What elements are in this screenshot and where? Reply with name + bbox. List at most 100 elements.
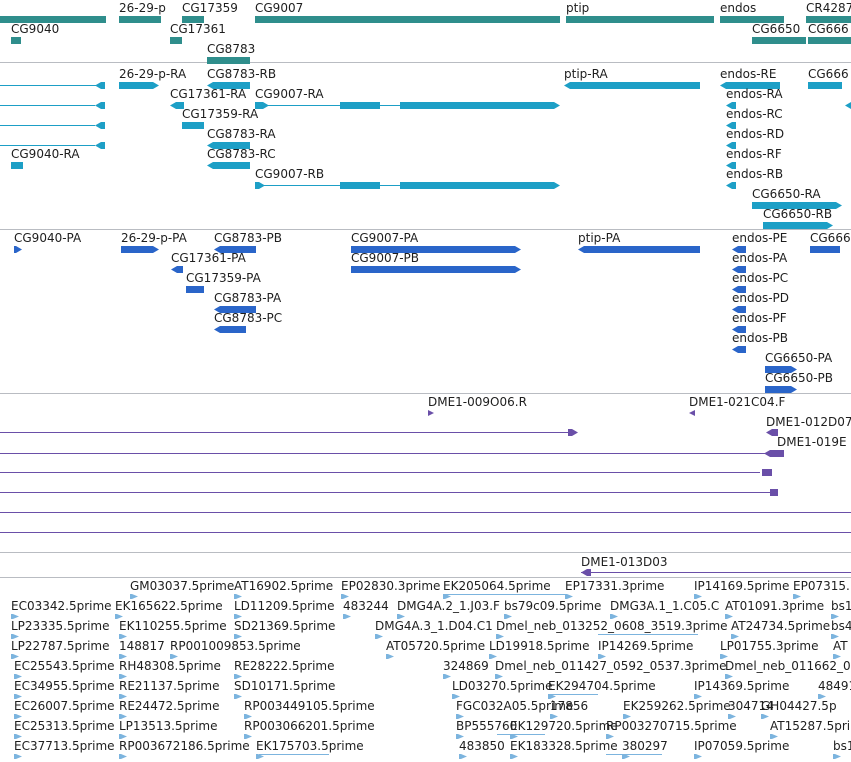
gene-feature-bar[interactable] [566, 16, 714, 23]
protein-feature-arrow[interactable] [578, 246, 700, 253]
est-label[interactable]: AT16902.5prime [234, 579, 334, 593]
transcript-feature-bar[interactable] [808, 82, 842, 89]
est-feature-arrow[interactable] [548, 694, 556, 699]
protein-label[interactable]: CG8783-PA [214, 291, 282, 305]
protein-feature-arrow[interactable] [732, 346, 746, 353]
est-label[interactable]: EP07315. [793, 579, 850, 593]
cdna-feature-arrow[interactable] [766, 429, 778, 436]
gene-feature-bar[interactable] [182, 16, 204, 23]
est-feature-arrow[interactable] [119, 674, 127, 679]
est-feature-arrow[interactable] [115, 614, 123, 619]
protein-feature-arrow[interactable] [732, 246, 746, 253]
est-label[interactable]: bs1 [833, 739, 851, 753]
est-label[interactable]: LP22787.5prime [11, 639, 110, 653]
est-label[interactable]: GM03037.5prime [130, 579, 235, 593]
protein-feature-arrow[interactable] [732, 286, 746, 293]
est-feature-arrow[interactable] [622, 754, 630, 759]
est-label[interactable]: IP07059.5prime [694, 739, 790, 753]
transcript-feature-arrow[interactable] [95, 122, 105, 129]
est-label[interactable]: bs4 [831, 619, 851, 633]
transcript-feature-arrow[interactable] [95, 102, 105, 109]
cdna-feature-arrow[interactable] [568, 429, 578, 436]
gene-label[interactable]: ptip [566, 1, 590, 15]
transcript-feature-arrow[interactable] [763, 222, 833, 229]
est-feature-arrow[interactable] [504, 614, 512, 619]
cdna-feature-arrow[interactable] [689, 410, 695, 416]
est-label[interactable]: DMG4A.3_1.D04.C1 [375, 619, 493, 633]
est-feature-arrow[interactable] [234, 594, 242, 599]
est-label[interactable]: AT01091.3prime [725, 599, 825, 613]
est-label[interactable]: RP003066201.5prime [244, 719, 375, 733]
est-label[interactable]: RP003672186.5prime [119, 739, 250, 753]
est-feature-arrow[interactable] [459, 754, 467, 759]
gene-label[interactable]: CG17361 [170, 22, 226, 36]
cdna-feature-arrow[interactable] [764, 450, 784, 457]
transcript-label[interactable]: ptip-RA [564, 67, 608, 81]
est-feature-arrow[interactable] [833, 654, 841, 659]
est-feature-arrow[interactable] [495, 674, 503, 679]
est-label[interactable]: LD03270.5prime [452, 679, 553, 693]
est-label[interactable]: GH04427.5p [761, 699, 837, 713]
transcript-label[interactable]: CG9007-RB [255, 167, 325, 181]
protein-feature-arrow[interactable] [351, 246, 521, 253]
est-label[interactable]: bs79c09.5prime [504, 599, 602, 613]
gene-label[interactable]: CG9007 [255, 1, 304, 15]
gene-feature-bar[interactable] [808, 37, 851, 44]
transcript-label[interactable]: CG6650-RB [763, 207, 833, 221]
est-label[interactable]: EC25543.5prime [14, 659, 115, 673]
transcript-feature-arrow[interactable] [400, 102, 560, 109]
est-label[interactable]: DMG3A.1_1.C05.C [610, 599, 720, 613]
protein-feature-arrow[interactable] [214, 306, 256, 313]
transcript-feature-arrow[interactable] [95, 142, 105, 149]
est-label[interactable]: 148817 [119, 639, 165, 653]
est-feature-arrow[interactable] [119, 714, 127, 719]
est-feature-arrow[interactable] [565, 594, 573, 599]
est-feature-arrow[interactable] [456, 734, 464, 739]
est-label[interactable]: EK259262.5prime [623, 699, 731, 713]
est-label[interactable]: BP555760 [456, 719, 518, 733]
cdna-label[interactable]: DME1-009O06.R [428, 395, 527, 409]
protein-label[interactable]: endos-PC [732, 271, 789, 285]
transcript-label[interactable]: endos-RF [726, 147, 782, 161]
est-feature-arrow[interactable] [818, 694, 826, 699]
transcript-label[interactable]: CG8783-RB [207, 67, 277, 81]
est-label[interactable]: EC26007.5prime [14, 699, 115, 713]
cdna-feature-arrow[interactable] [581, 569, 591, 576]
est-feature-arrow[interactable] [234, 694, 242, 699]
est-feature-arrow[interactable] [375, 634, 383, 639]
transcript-feature-arrow[interactable] [726, 102, 736, 109]
est-label[interactable]: LP23335.5prime [11, 619, 110, 633]
transcript-feature-arrow[interactable] [845, 102, 851, 109]
est-feature-arrow[interactable] [694, 754, 702, 759]
est-label[interactable]: SD21369.5prime [234, 619, 336, 633]
est-label[interactable]: EP02830.3prime [341, 579, 441, 593]
est-feature-arrow[interactable] [14, 674, 22, 679]
est-label[interactable]: Dmel_neb_013252_0608_3519.3prime [496, 619, 728, 633]
gene-feature-bar[interactable] [752, 37, 806, 44]
protein-label[interactable]: CG9007-PA [351, 231, 419, 245]
protein-label[interactable]: endos-PF [732, 311, 787, 325]
est-label[interactable]: RP003270715.5prime [606, 719, 737, 733]
est-feature-arrow[interactable] [341, 594, 349, 599]
est-feature-arrow[interactable] [456, 714, 464, 719]
gene-label[interactable]: CG9040 [11, 22, 60, 36]
protein-label[interactable]: CG9040-PA [14, 231, 82, 245]
protein-feature-arrow[interactable] [732, 266, 746, 273]
protein-label[interactable]: endos-PE [732, 231, 788, 245]
est-feature-arrow[interactable] [725, 614, 733, 619]
est-label[interactable]: EC25313.5prime [14, 719, 115, 733]
transcript-label[interactable]: endos-RE [720, 67, 777, 81]
protein-feature-arrow[interactable] [765, 366, 797, 373]
est-label[interactable]: LP01755.3prime [720, 639, 819, 653]
est-label[interactable]: EK175703.5prime [256, 739, 364, 753]
est-label[interactable]: RE24472.5prime [119, 699, 220, 713]
cdna-label[interactable]: DME1-012D07 [766, 415, 851, 429]
transcript-label[interactable]: endos-RB [726, 167, 784, 181]
est-feature-arrow[interactable] [443, 674, 451, 679]
est-feature-arrow[interactable] [489, 654, 497, 659]
est-feature-arrow[interactable] [14, 734, 22, 739]
est-feature-arrow[interactable] [14, 694, 22, 699]
gene-feature-bar[interactable] [720, 16, 784, 23]
est-feature-arrow[interactable] [397, 614, 405, 619]
cdna-label[interactable]: DME1-021C04.F [689, 395, 786, 409]
